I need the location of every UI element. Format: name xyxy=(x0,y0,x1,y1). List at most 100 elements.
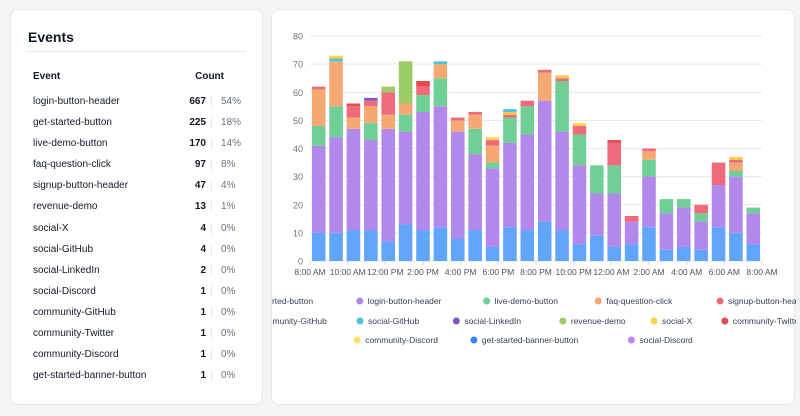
bar-segment xyxy=(659,199,674,214)
x-tick-label: 8:00 AM xyxy=(746,267,777,277)
event-count: 225 xyxy=(189,117,206,129)
bar-segment xyxy=(746,207,761,214)
bar-segment xyxy=(607,193,622,247)
row-divider xyxy=(211,138,212,150)
bar-segment xyxy=(433,78,448,107)
event-percent: 14% xyxy=(221,138,242,150)
event-name: revenue-demo xyxy=(33,201,98,213)
event-percent: 0% xyxy=(221,306,236,318)
column-header-count: Count xyxy=(195,71,224,82)
bar-segment xyxy=(572,165,587,245)
event-count: 2 xyxy=(200,264,206,276)
bar-segment xyxy=(642,176,656,228)
table-row[interactable]: revenue-demo 13 1% xyxy=(33,196,246,217)
events-panel: Events Event Count login-button-header 66… xyxy=(10,9,263,405)
x-tick-label: 6:00 AM xyxy=(709,267,740,277)
bar-segment xyxy=(537,72,552,101)
bar-segment xyxy=(572,244,587,261)
x-tick-label: 12:00 PM xyxy=(367,267,403,277)
table-row[interactable]: get-started-button 225 18% xyxy=(33,112,246,133)
event-count: 4 xyxy=(200,243,206,255)
y-tick-label: 70 xyxy=(293,60,303,70)
bar-segment xyxy=(311,126,326,146)
bar-segment xyxy=(346,117,361,129)
legend-label: community-GitHub xyxy=(272,316,327,326)
event-name: get-started-banner-button xyxy=(33,370,147,382)
table-row[interactable]: social-Discord 1 0% xyxy=(33,281,246,302)
row-divider xyxy=(211,96,212,107)
row-divider xyxy=(211,349,212,361)
events-table-body: login-button-header 667 54% get-started-but… xyxy=(33,91,246,386)
legend-label: get-started-banner-button xyxy=(482,335,579,345)
bar-segment xyxy=(381,241,396,261)
bar-segment xyxy=(624,244,639,261)
table-row[interactable]: faq-question-click 97 8% xyxy=(33,154,246,175)
bar-segment xyxy=(485,246,500,261)
event-name: community-Discord xyxy=(33,349,119,361)
bar-segment xyxy=(381,128,396,242)
legend-label: live-demo-button xyxy=(495,296,559,306)
event-name: community-GitHub xyxy=(33,306,116,318)
x-tick-label: 8:00 AM xyxy=(294,267,325,277)
y-tick-label: 20 xyxy=(293,200,303,210)
event-percent: 18% xyxy=(221,117,242,129)
table-row[interactable]: social-LinkedIn 2 0% xyxy=(33,260,246,281)
bar-segment xyxy=(329,61,343,107)
bar-segment xyxy=(676,207,691,247)
bar-segment xyxy=(572,126,587,135)
event-name: community-Twitter xyxy=(33,328,115,340)
bar-segment xyxy=(746,213,761,245)
table-row[interactable]: social-GitHub 4 0% xyxy=(33,239,246,260)
bar-segment xyxy=(485,145,500,163)
x-tick-label: 4:00 PM xyxy=(445,267,477,277)
event-percent: 0% xyxy=(221,264,236,276)
bar-segment xyxy=(642,148,656,152)
legend-label: social-LinkedIn xyxy=(464,316,521,326)
bar-segment xyxy=(520,106,535,135)
event-count: 13 xyxy=(194,201,206,213)
stacked-bar-chart: 0 10 20 30 40 50 60 70 80 8:00 AM 10:00 AM 12:00 PM… xyxy=(272,32,796,346)
event-percent: 0% xyxy=(221,243,236,255)
table-row[interactable]: social-X 4 0% xyxy=(33,218,246,239)
table-row[interactable]: community-Discord 1 0% xyxy=(33,344,246,365)
event-name: social-LinkedIn xyxy=(33,264,100,276)
event-name: social-X xyxy=(33,222,69,234)
row-divider xyxy=(211,159,212,171)
table-row[interactable]: community-GitHub 1 0% xyxy=(33,302,246,323)
chart-panel: 0 10 20 30 40 50 60 70 80 8:00 AM 10:00 AM 12:00 PM… xyxy=(271,9,796,405)
table-row[interactable]: signup-button-header 47 4% xyxy=(33,175,246,196)
bar-segment xyxy=(346,128,361,231)
table-row[interactable]: login-button-header 667 54% xyxy=(33,91,246,112)
row-divider xyxy=(211,285,212,297)
bar-segment xyxy=(590,193,604,236)
bar-segment xyxy=(398,131,413,225)
bar-segment xyxy=(364,100,378,107)
bar-segment xyxy=(416,86,430,96)
row-divider xyxy=(211,370,212,382)
bar-segment xyxy=(537,221,552,261)
bar-segment xyxy=(607,165,622,194)
event-percent: 1% xyxy=(221,201,236,213)
legend-label: community-Discord xyxy=(365,335,438,345)
row-divider xyxy=(211,222,212,234)
event-name: social-Discord xyxy=(33,285,96,297)
legend-swatch xyxy=(559,317,567,325)
x-tick-label: 12:00 AM xyxy=(593,267,629,277)
event-percent: 0% xyxy=(221,370,236,382)
event-percent: 0% xyxy=(221,349,236,361)
bar-segment xyxy=(364,97,378,101)
event-name: live-demo-button xyxy=(33,138,108,150)
bar-segment xyxy=(311,86,326,90)
bar-segment xyxy=(329,106,343,138)
legend-label: social-X xyxy=(662,316,693,326)
event-percent: 8% xyxy=(221,159,236,171)
table-row[interactable]: community-Twitter 1 0% xyxy=(33,323,246,344)
table-row[interactable]: live-demo-button 170 14% xyxy=(33,133,246,154)
bar-segment xyxy=(503,227,517,261)
event-count: 1 xyxy=(200,328,206,340)
legend-swatch xyxy=(650,317,658,325)
bar-segment xyxy=(503,142,517,228)
table-row[interactable]: get-started-banner-button 1 0% xyxy=(33,365,246,386)
bar-segment xyxy=(346,103,361,107)
bar-segment xyxy=(729,156,743,160)
